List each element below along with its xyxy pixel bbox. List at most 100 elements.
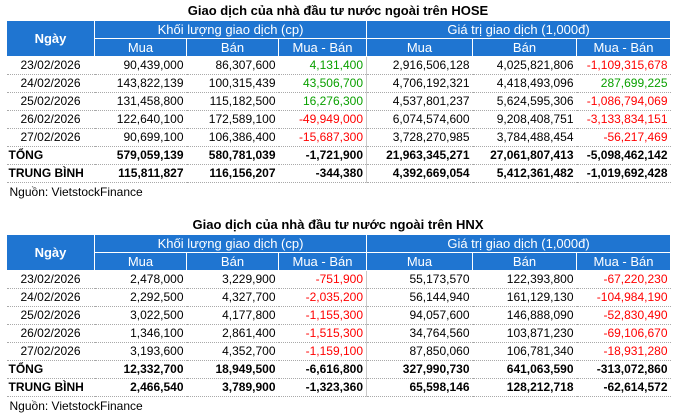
value-sell: 3,784,488,454 (472, 128, 577, 147)
hnx-table-block: Giao dịch của nhà đầu tư nước ngoài trên… (6, 216, 672, 415)
average-row-label: TRUNG BÌNH (6, 378, 95, 397)
table-row: 27/02/2026 90,699,100 106,386,400 -15,687,3… (6, 128, 671, 147)
volume-sell: 100,315,439 (186, 74, 279, 93)
column-header-ban: Bán (472, 38, 577, 57)
column-header-ban: Bán (186, 252, 279, 271)
value-sell: 128,212,718 (472, 378, 577, 397)
volume-sell: 115,182,500 (186, 92, 279, 111)
volume-sell: 3,229,900 (186, 270, 279, 289)
value-buy: 2,916,506,128 (366, 56, 473, 75)
value-sell: 641,063,590 (472, 360, 577, 379)
volume-net: -15,687,300 (278, 128, 367, 147)
row-date: 26/02/2026 (6, 324, 95, 343)
value-buy: 4,392,669,054 (366, 164, 473, 183)
volume-buy: 90,699,100 (94, 128, 187, 147)
volume-buy: 2,478,000 (94, 270, 187, 289)
source-note: Nguồn: VietstockFinance (9, 399, 143, 413)
value-net: -69,106,670 (576, 324, 671, 343)
value-sell: 106,781,340 (472, 342, 577, 361)
value-buy: 4,706,192,321 (366, 74, 473, 93)
value-net: -313,072,860 (576, 360, 671, 379)
group-header-volume: Khối lượng giao dịch (cp) (94, 234, 367, 253)
column-header-date: Ngày (6, 234, 95, 271)
foreign-trading-table: Ngày Khối lượng giao dịch (cp) Giá trị gia… (6, 234, 672, 415)
value-net: -5,098,462,142 (576, 146, 671, 165)
volume-sell: 2,861,400 (186, 324, 279, 343)
value-buy: 87,850,060 (366, 342, 473, 361)
value-buy: 3,728,270,985 (366, 128, 473, 147)
volume-net: -49,949,000 (278, 110, 367, 129)
value-sell: 103,871,230 (472, 324, 577, 343)
value-buy: 56,144,940 (366, 288, 473, 307)
volume-net: -344,380 (278, 164, 367, 183)
volume-sell: 172,589,100 (186, 110, 279, 129)
value-sell: 4,418,493,096 (472, 74, 577, 93)
volume-sell: 4,327,700 (186, 288, 279, 307)
column-header-ban: Bán (186, 38, 279, 57)
row-date: 27/02/2026 (6, 128, 95, 147)
table-row: 24/02/2026 2,292,500 4,327,700 -2,035,200 56… (6, 288, 671, 307)
row-date: 25/02/2026 (6, 306, 95, 325)
value-sell: 5,624,595,306 (472, 92, 577, 111)
volume-net: 4,131,400 (278, 56, 367, 75)
volume-sell: 18,949,500 (186, 360, 279, 379)
value-buy: 6,074,574,600 (366, 110, 473, 129)
volume-net: -1,323,360 (278, 378, 367, 397)
volume-buy: 12,332,700 (94, 360, 187, 379)
value-sell: 5,412,361,482 (472, 164, 577, 183)
volume-buy: 2,292,500 (94, 288, 187, 307)
value-buy: 94,057,600 (366, 306, 473, 325)
volume-sell: 86,307,600 (186, 56, 279, 75)
value-buy: 4,537,801,237 (366, 92, 473, 111)
row-date: 24/02/2026 (6, 74, 95, 93)
volume-net: -751,900 (278, 270, 367, 289)
value-net: -67,220,230 (576, 270, 671, 289)
row-date: 26/02/2026 (6, 110, 95, 129)
column-header-mua-ban: Mua - Bán (575, 38, 672, 57)
value-net: -1,019,692,428 (576, 164, 671, 183)
table-row: 24/02/2026 143,822,139 100,315,439 43,506,7… (6, 74, 671, 93)
volume-sell: 116,156,207 (186, 164, 279, 183)
column-header-mua-ban: Mua - Bán (575, 252, 672, 271)
value-sell: 122,393,800 (472, 270, 577, 289)
row-date: 24/02/2026 (6, 288, 95, 307)
volume-sell: 106,386,400 (186, 128, 279, 147)
volume-sell: 580,781,039 (186, 146, 279, 165)
value-sell: 146,888,090 (472, 306, 577, 325)
volume-net: -6,616,800 (278, 360, 367, 379)
volume-buy: 3,193,600 (94, 342, 187, 361)
table-row: 26/02/2026 122,640,100 172,589,100 -49,949,… (6, 110, 671, 129)
volume-sell: 4,352,700 (186, 342, 279, 361)
volume-buy: 3,022,500 (94, 306, 187, 325)
table-row: 23/02/2026 2,478,000 3,229,900 -751,900 55,1… (6, 270, 671, 289)
column-header-mua: Mua (366, 252, 473, 271)
column-header-mua: Mua (94, 252, 187, 271)
source-note: Nguồn: VietstockFinance (9, 185, 143, 199)
value-buy: 34,764,560 (366, 324, 473, 343)
value-sell: 161,129,130 (472, 288, 577, 307)
column-header-date: Ngày (6, 20, 95, 57)
volume-buy: 579,059,139 (94, 146, 187, 165)
value-net: -104,984,190 (576, 288, 671, 307)
volume-buy: 90,439,000 (94, 56, 187, 75)
table-row: 25/02/2026 3,022,500 4,177,800 -1,155,300 94… (6, 306, 671, 325)
volume-net: -2,035,200 (278, 288, 367, 307)
value-sell: 9,208,408,751 (472, 110, 577, 129)
column-header-mua-ban: Mua - Bán (278, 38, 367, 57)
group-header-value: Giá trị giao dịch (1,000đ) (365, 20, 672, 39)
value-buy: 65,598,146 (366, 378, 473, 397)
total-row-label: TỔNG (6, 360, 95, 379)
total-row: TỔNG 12,332,700 18,949,500 -6,616,800 327,99… (6, 360, 671, 379)
average-row: TRUNG BÌNH 2,466,540 3,789,900 -1,323,360 65… (6, 378, 671, 397)
row-date: 23/02/2026 (6, 56, 95, 75)
value-net: -1,086,794,069 (576, 92, 671, 111)
volume-net: -1,155,300 (278, 306, 367, 325)
total-row-label: TỔNG (6, 146, 95, 165)
value-net: -3,133,834,151 (576, 110, 671, 129)
volume-buy: 115,811,827 (94, 164, 187, 183)
value-sell: 4,025,821,806 (472, 56, 577, 75)
volume-buy: 1,346,100 (94, 324, 187, 343)
row-date: 27/02/2026 (6, 342, 95, 361)
table-row: 26/02/2026 1,346,100 2,861,400 -1,515,300 34… (6, 324, 671, 343)
volume-net: -1,721,900 (278, 146, 367, 165)
